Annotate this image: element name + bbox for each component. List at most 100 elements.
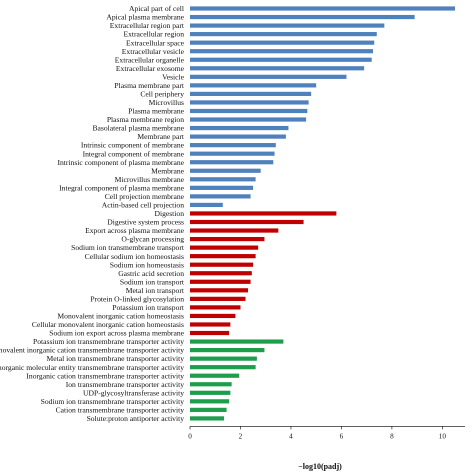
category-label-1-3: O-glycan processing bbox=[121, 235, 184, 244]
category-label-1-6: Sodium ion homeostasis bbox=[110, 260, 184, 269]
bar-0-2 bbox=[190, 23, 385, 28]
bar-0-21 bbox=[190, 185, 254, 190]
bar-2-6 bbox=[190, 390, 231, 395]
category-label-0-15: Membrane part bbox=[137, 132, 184, 141]
category-label-1-8: Sodium ion transport bbox=[120, 277, 185, 286]
category-label-1-4: Sodium ion transmembrane transport bbox=[71, 243, 185, 252]
category-label-0-6: Extracellular organelle bbox=[115, 55, 185, 64]
bar-1-9 bbox=[190, 288, 249, 293]
bar-1-1 bbox=[190, 219, 304, 225]
bar-1-13 bbox=[190, 322, 231, 327]
x-axis-label: −log10(padj) bbox=[298, 462, 342, 471]
category-label-1-2: Export across plasma membrane bbox=[85, 226, 185, 235]
bar-1-7 bbox=[190, 271, 252, 276]
category-label-2-2: Metal ion transmembrane transporter acti… bbox=[47, 354, 185, 363]
bar-0-7 bbox=[190, 66, 365, 71]
category-label-2-9: Solute:proton antiporter activity bbox=[87, 414, 185, 423]
bar-0-18 bbox=[190, 160, 274, 165]
bar-1-11 bbox=[190, 305, 241, 310]
bar-0-10 bbox=[190, 91, 312, 96]
category-label-2-8: Cation transmembrane transporter activit… bbox=[56, 405, 185, 414]
bar-1-12 bbox=[190, 313, 236, 319]
category-label-1-14: Sodium ion export across plasma membrane bbox=[49, 329, 184, 338]
bar-2-8 bbox=[190, 407, 227, 412]
bar-2-9 bbox=[190, 416, 225, 421]
category-label-0-22: Cell projection membrane bbox=[105, 192, 185, 201]
category-label-0-9: Plasma membrane part bbox=[114, 81, 184, 90]
category-label-0-1: Apical plasma membrane bbox=[106, 13, 184, 22]
bar-0-19 bbox=[190, 168, 261, 173]
category-label-1-7: Gastric acid secretion bbox=[118, 269, 184, 278]
bar-0-9 bbox=[190, 83, 317, 88]
category-label-2-5: Ion transmembrane transporter activity bbox=[66, 380, 184, 389]
bar-2-5 bbox=[190, 382, 232, 387]
bar-0-15 bbox=[190, 134, 286, 139]
category-label-1-9: Metal ion transport bbox=[126, 286, 185, 295]
bar-0-20 bbox=[190, 177, 256, 182]
bar-2-7 bbox=[190, 399, 230, 404]
category-label-0-8: Vesicle bbox=[162, 72, 185, 81]
bar-0-16 bbox=[190, 143, 276, 148]
x-tick-label-0: 0 bbox=[188, 432, 192, 440]
bar-1-6 bbox=[190, 262, 254, 267]
bar-1-4 bbox=[190, 245, 259, 250]
bar-2-0 bbox=[190, 339, 284, 344]
bar-0-8 bbox=[190, 74, 347, 79]
category-label-1-1: Digestive system process bbox=[107, 218, 184, 227]
bar-0-22 bbox=[190, 194, 251, 199]
bar-1-14 bbox=[190, 330, 230, 336]
x-tick-label-2: 4 bbox=[289, 432, 293, 440]
category-label-0-12: Plasma membrane bbox=[128, 107, 185, 116]
category-label-1-13: Cellular monovalent inorganic cation hom… bbox=[32, 320, 184, 329]
bar-0-12 bbox=[190, 108, 308, 114]
bar-2-4 bbox=[190, 373, 240, 378]
bar-0-14 bbox=[190, 125, 289, 131]
bar-1-8 bbox=[190, 279, 251, 284]
bar-0-23 bbox=[190, 202, 223, 208]
bar-2-3 bbox=[190, 365, 256, 370]
category-label-0-5: Extracellular vesicle bbox=[122, 47, 185, 56]
bar-0-17 bbox=[190, 151, 275, 156]
category-label-0-21: Integral component of plasma membrane bbox=[59, 183, 184, 192]
bar-2-2 bbox=[190, 356, 257, 361]
category-label-1-10: Protein O-linked glycosylation bbox=[90, 294, 184, 303]
category-label-2-0: Potassium ion transmembrane transporter … bbox=[33, 337, 184, 346]
bar-0-0 bbox=[190, 6, 455, 11]
x-axis-ticks: 0 2 4 6 8 10 bbox=[188, 426, 446, 440]
category-label-1-5: Cellular sodium ion homeostasis bbox=[85, 252, 184, 261]
category-label-2-3: Inorganic molecular entity transmembrane… bbox=[0, 363, 184, 372]
bar-0-3 bbox=[190, 32, 377, 37]
x-tick-label-5: 10 bbox=[439, 432, 447, 440]
category-label-0-0: Apical part of cell bbox=[129, 4, 184, 13]
category-label-0-7: Extracellular exosome bbox=[116, 64, 185, 73]
category-label-0-3: Extracellular region bbox=[123, 30, 184, 39]
x-tick-label-3: 6 bbox=[340, 432, 344, 440]
bar-0-13 bbox=[190, 117, 307, 122]
category-label-0-20: Microvillus membrane bbox=[115, 175, 185, 184]
category-label-0-23: Actin-based cell projection bbox=[102, 201, 184, 210]
bar-0-11 bbox=[190, 100, 309, 105]
bar-0-5 bbox=[190, 49, 373, 54]
bar-2-1 bbox=[190, 348, 265, 353]
category-label-2-6: UDP-glycosyltransferase activity bbox=[83, 388, 184, 397]
category-label-2-7: Sodium ion transmembrane transporter act… bbox=[41, 397, 185, 406]
category-label-1-11: Potassium ion transport bbox=[112, 303, 185, 312]
category-label-0-14: Basolateral plasma membrane bbox=[92, 124, 184, 133]
bar-1-10 bbox=[190, 296, 246, 301]
bar-1-3 bbox=[190, 236, 265, 242]
bar-1-5 bbox=[190, 254, 256, 259]
bar-0-1 bbox=[190, 14, 415, 20]
category-label-1-0: Digestion bbox=[154, 209, 184, 218]
bar-0-6 bbox=[190, 57, 372, 62]
category-label-0-17: Integral component of membrane bbox=[83, 149, 185, 158]
category-label-0-11: Microvillus bbox=[149, 98, 184, 107]
category-label-0-19: Membrane bbox=[151, 166, 185, 175]
category-label-2-4: Inorganic cation transmembrane transport… bbox=[26, 371, 184, 380]
category-label-0-10: Cell periphery bbox=[140, 90, 184, 99]
category-label-0-13: Plasma membrane region bbox=[107, 115, 184, 124]
category-label-0-18: Intrinsic component of plasma membrane bbox=[57, 158, 184, 167]
bar-1-2 bbox=[190, 228, 279, 233]
bars-group bbox=[190, 6, 455, 421]
bar-0-4 bbox=[190, 40, 375, 45]
